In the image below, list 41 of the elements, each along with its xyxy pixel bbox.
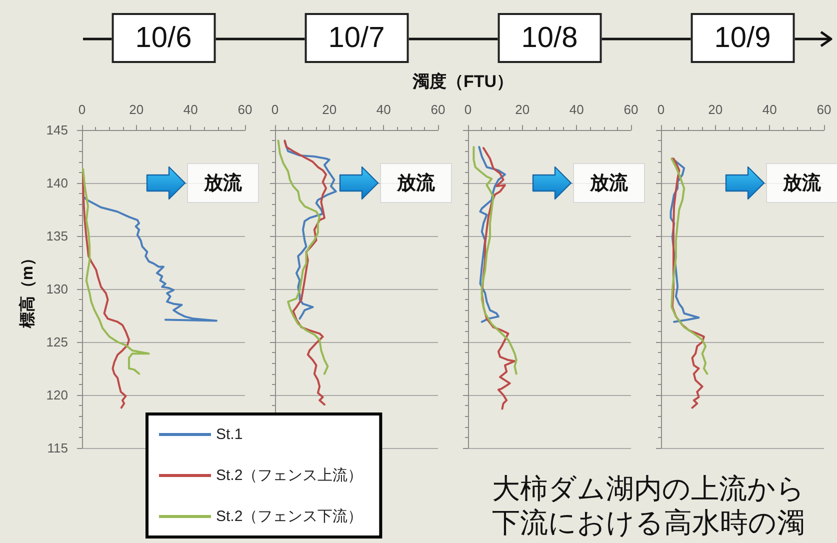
chart-title: 10/6 [111, 13, 216, 63]
x-tick-label: 40 [183, 102, 198, 117]
annotation: 放流 [766, 163, 837, 204]
x-axis-title: 濁度（FTU） [412, 71, 514, 93]
x-tick-label: 20 [708, 102, 723, 117]
annotation: 放流 [186, 163, 259, 204]
x-tick-label: 0 [78, 102, 86, 117]
y-tick-label: 115 [47, 440, 68, 456]
y-tick-label: 130 [46, 282, 68, 296]
x-tick-label: 40 [569, 102, 584, 117]
x-tick-label: 40 [376, 102, 391, 117]
x-tick-label: 60 [624, 102, 638, 117]
text: 大柿ダム湖内の上流から [492, 472, 805, 506]
legend-label: St.2（フェンス上流） [216, 467, 363, 484]
y-tick-label: 140 [46, 176, 68, 190]
x-tick-label: 60 [430, 102, 446, 117]
x-tick-label: 60 [238, 102, 252, 117]
x-tick-label: 40 [762, 102, 777, 117]
chart-title: 10/7 [304, 13, 409, 63]
line-series [82, 168, 150, 375]
legend-label: St.2（フェンス下流） [216, 508, 363, 525]
annotation: 放流 [572, 163, 645, 204]
x-tick-label: 20 [129, 102, 144, 117]
line-series [84, 196, 218, 322]
x-tick-label: 20 [322, 102, 337, 117]
y-tick-label: 145 [46, 122, 68, 138]
line-series [82, 172, 130, 409]
y-axis-title: 標高（m） [18, 250, 36, 330]
y-tick-label: 120 [46, 388, 68, 402]
y-tick-label: 135 [46, 228, 68, 244]
x-tick-label: 60 [816, 102, 832, 117]
legend-label: St.1 [216, 426, 243, 443]
x-tick-label: 0 [657, 102, 665, 117]
y-tick-label: 125 [46, 334, 68, 350]
text: 下流における高水時の濁 [492, 506, 805, 540]
chart-title: 10/9 [690, 13, 795, 63]
x-tick-label: 0 [271, 102, 279, 117]
x-tick-label: 0 [464, 102, 472, 117]
annotation: 放流 [380, 163, 452, 204]
chart-title: 10/8 [497, 13, 602, 63]
x-tick-label: 20 [515, 102, 530, 117]
